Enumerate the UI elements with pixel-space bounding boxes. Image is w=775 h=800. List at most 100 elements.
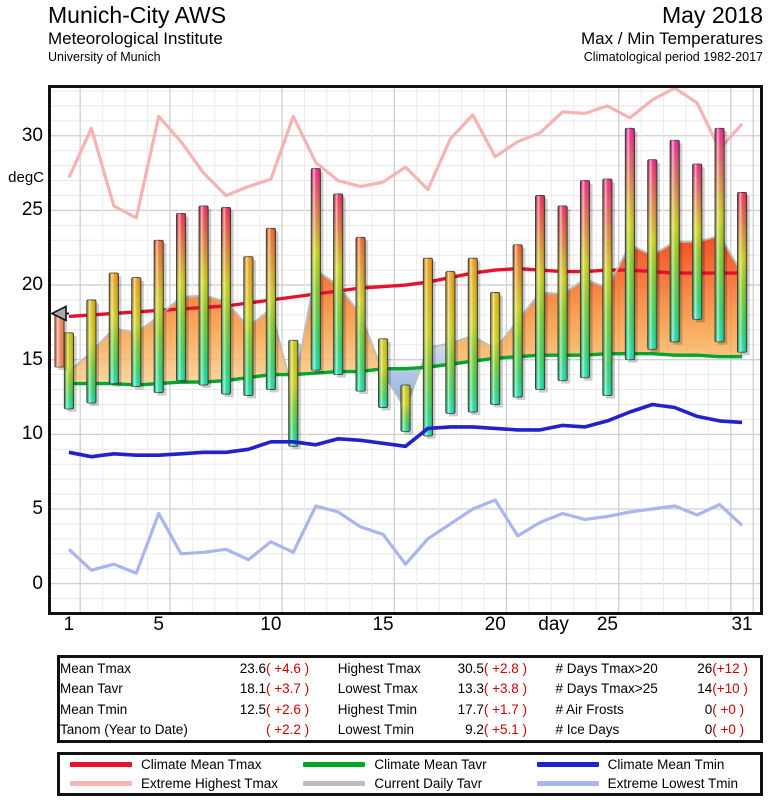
stat-anomaly: ( +5.1 ) <box>483 722 527 738</box>
header-right-block: May 2018 Max / Min Temperatures Climatol… <box>581 2 763 66</box>
daily-temperature-bars <box>63 127 750 450</box>
legend-item: Extreme Highest Tmax <box>60 775 293 792</box>
stat-value: 30.5 <box>457 660 484 676</box>
period-title: May 2018 <box>661 2 763 28</box>
stat-anomaly: (+10 ) <box>712 681 748 697</box>
legend-item: Current Daily Tavr <box>293 775 526 792</box>
daily-bar <box>220 206 234 397</box>
stats-column-spacer <box>324 720 338 741</box>
stats-column-spacer <box>542 679 556 700</box>
temperature-plot <box>51 88 760 612</box>
stat-label: Tanom (Year to Date) <box>60 722 188 738</box>
stat-value: 26 <box>697 660 713 676</box>
stat-value: 18.1 <box>239 681 267 697</box>
legend-column: Climate Mean Tavr Current Daily Tavr <box>293 756 526 792</box>
statistics-table: Mean Tmax 23.6( +4.6 ) Highest Tmax 30.5( +… <box>60 658 760 740</box>
stat-label: Mean Tmax <box>60 660 132 676</box>
climatological-period: Climatological period 1982-2017 <box>583 50 763 64</box>
y-axis-tick-label: 30 <box>21 124 43 146</box>
daily-bar <box>714 127 728 345</box>
daily-bar <box>265 227 279 393</box>
stat-label: # Days Tmax>25 <box>555 681 658 697</box>
stats-row: Mean Tmin 12.5( +2.6 ) Highest Tmin 17.7( +… <box>60 699 760 720</box>
x-axis-tick-label: 5 <box>153 614 164 635</box>
stat-value: 12.5 <box>239 701 267 717</box>
daily-bar <box>669 139 683 345</box>
y-axis-unit-label: degC <box>8 169 44 187</box>
legend-box: Climate Mean Tmax Extreme Highest Tmax Cli… <box>57 752 763 796</box>
y-axis-tick-label: 10 <box>21 423 43 445</box>
stat-anomaly: ( +2.8 ) <box>483 660 527 676</box>
stats-column-spacer <box>542 720 556 741</box>
extreme-highest-tmax-line <box>67 88 744 220</box>
stat-label: # Days Tmax>20 <box>555 660 658 676</box>
daily-bar <box>490 292 503 408</box>
stat-value <box>231 720 266 741</box>
monthly-mean-marker <box>51 305 69 371</box>
extreme-lines <box>67 88 744 575</box>
legend-color-swatch <box>303 781 366 786</box>
legend-color-swatch <box>536 762 599 767</box>
stat-anomaly: ( +0 ) <box>712 701 745 717</box>
daily-bar <box>400 384 414 435</box>
stat-value: 17.7 <box>457 701 484 717</box>
mean-tavr-arrow-marker <box>51 305 67 322</box>
y-axis-tick-label: 20 <box>21 274 43 296</box>
y-axis-tick-label: 5 <box>32 497 43 519</box>
daily-bar <box>579 180 593 381</box>
legend-label: Extreme Lowest Tmin <box>607 776 738 791</box>
legend-color-swatch <box>70 781 132 786</box>
y-axis-tick-label: 0 <box>32 572 43 594</box>
daily-bar <box>378 338 391 411</box>
legend-color-swatch <box>303 762 366 767</box>
daily-bar <box>445 271 458 417</box>
daily-bar <box>288 339 301 450</box>
stats-column-spacer <box>542 699 556 720</box>
stat-value: 13.3 <box>457 681 484 697</box>
stat-anomaly: ( +2.2 ) <box>266 722 310 738</box>
stats-column-spacer <box>542 658 556 679</box>
stat-value: 23.6 <box>239 660 267 676</box>
y-axis-tick-label: 25 <box>21 199 43 221</box>
daily-bar <box>355 236 369 395</box>
stat-label: Highest Tmax <box>337 660 421 676</box>
legend-item: Extreme Lowest Tmin <box>527 775 760 792</box>
daily-bar <box>422 257 436 439</box>
y-axis-tick-label: 15 <box>21 348 43 370</box>
daily-bar <box>243 256 256 399</box>
stat-label: Lowest Tmax <box>337 681 418 697</box>
legend-item: Climate Mean Tmin <box>527 756 760 773</box>
daily-bar <box>602 178 615 399</box>
legend-color-swatch <box>70 762 132 767</box>
extreme-lowest-tmin-line <box>67 498 744 575</box>
daily-bar <box>108 272 122 387</box>
legend-column: Climate Mean Tmax Extreme Highest Tmax <box>60 756 293 792</box>
daily-bar <box>624 127 638 363</box>
daily-bar <box>86 299 99 406</box>
stat-label: Mean Tmin <box>60 701 128 717</box>
stat-anomaly: ( +3.8 ) <box>483 681 527 697</box>
legend-label: Current Daily Tavr <box>374 776 483 791</box>
stat-label: Highest Tmin <box>337 701 417 717</box>
legend-item: Climate Mean Tavr <box>293 756 526 773</box>
legend-color-swatch <box>536 781 599 786</box>
x-axis-title: day <box>538 614 569 635</box>
plot-frame <box>48 85 763 615</box>
daily-bar <box>692 163 705 323</box>
daily-bar <box>63 332 77 412</box>
legend-item: Climate Mean Tmax <box>60 756 293 773</box>
daily-bar <box>176 212 189 384</box>
stat-label: # Ice Days <box>555 722 620 738</box>
stat-anomaly: (+12 ) <box>712 660 748 676</box>
x-axis-tick-label: 25 <box>596 614 618 635</box>
legend-label: Climate Mean Tmin <box>607 757 725 772</box>
daily-bar <box>131 277 144 390</box>
stats-column-spacer <box>324 699 338 720</box>
chart-subtitle: Max / Min Temperatures <box>580 29 763 48</box>
stat-anomaly: ( +4.6 ) <box>266 660 310 676</box>
page-header: Munich-City AWS Meteorological Institute… <box>0 0 775 82</box>
daily-bar <box>512 244 526 401</box>
climate-mean-tmin-line <box>68 402 743 459</box>
stats-column-spacer <box>324 658 338 679</box>
